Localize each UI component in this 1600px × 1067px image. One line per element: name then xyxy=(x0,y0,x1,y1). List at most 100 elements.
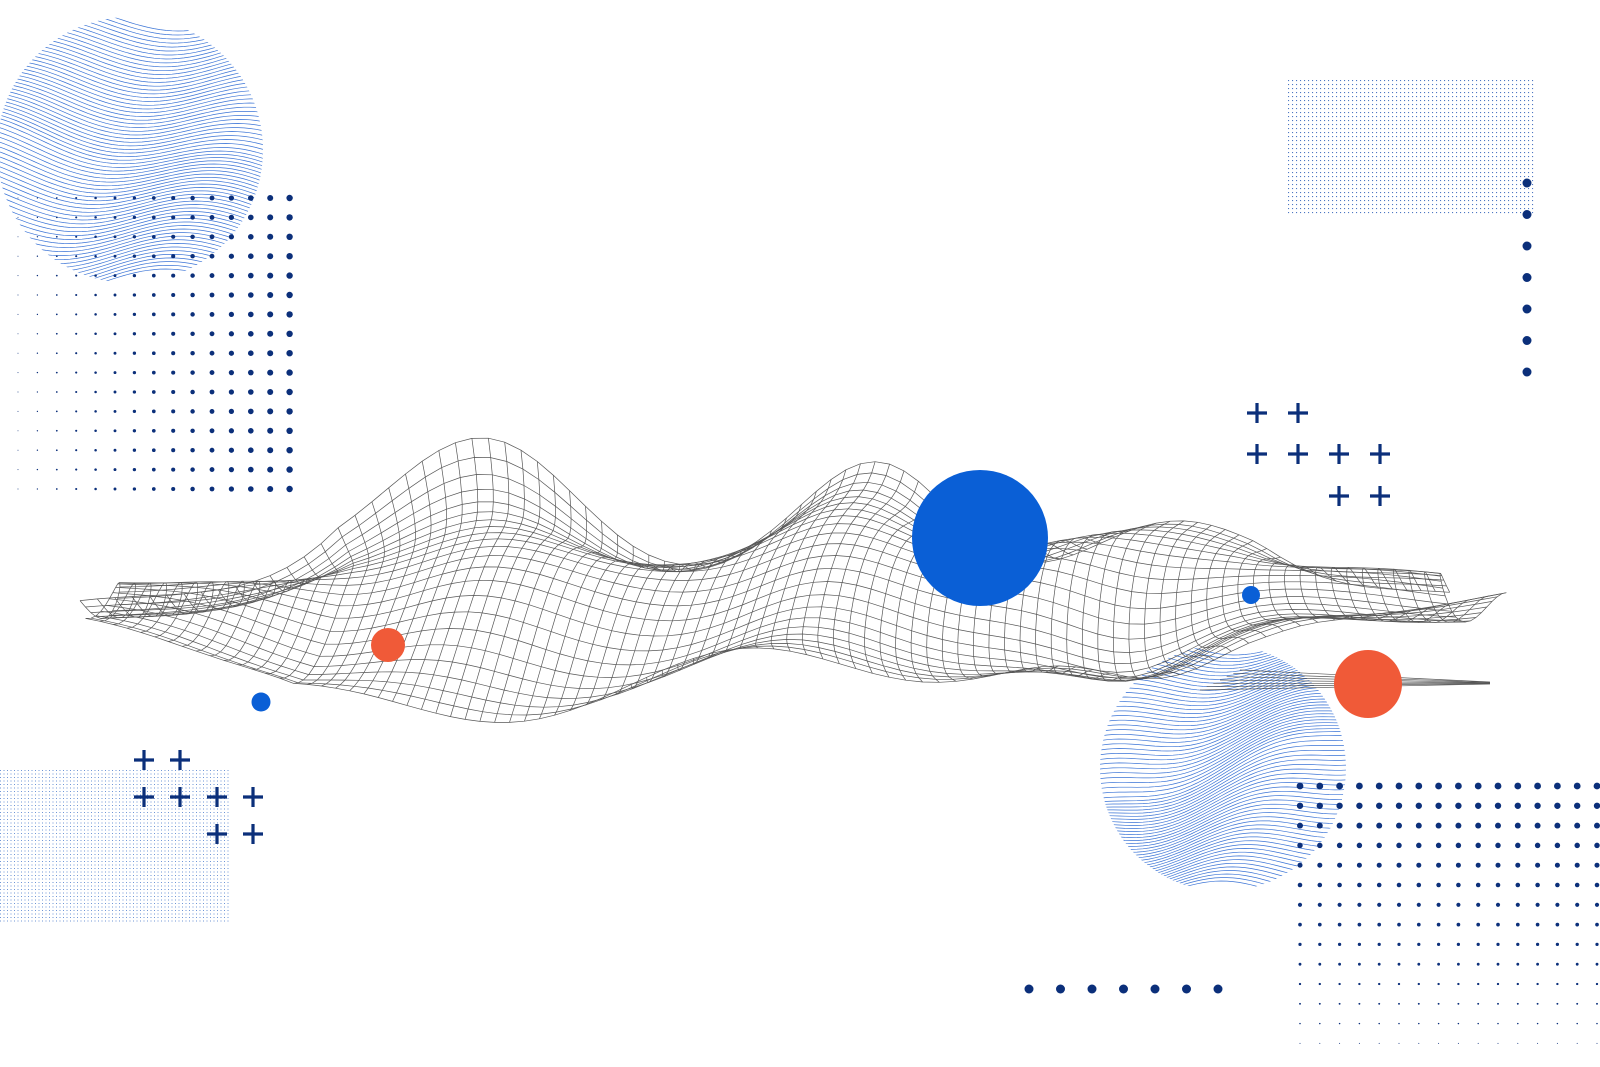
dot-icon xyxy=(1515,882,1521,888)
mesh-line xyxy=(140,581,183,633)
dot-icon xyxy=(228,389,235,395)
dot-icon xyxy=(75,216,78,219)
dot-icon xyxy=(94,274,97,277)
dot-icon xyxy=(17,449,19,451)
mesh-line xyxy=(770,469,847,650)
wave-line xyxy=(0,124,263,168)
dot-icon xyxy=(1319,1042,1321,1044)
wave-line xyxy=(0,17,263,36)
dot-icon xyxy=(267,330,274,337)
dot-icon xyxy=(247,486,254,492)
mesh-line xyxy=(1144,520,1185,676)
dot-icon xyxy=(228,292,235,298)
dot-icon xyxy=(94,351,97,355)
mesh-line xyxy=(90,474,1444,613)
dot-icon xyxy=(1455,822,1462,829)
dot-icon xyxy=(171,234,176,239)
dot-icon xyxy=(1593,782,1600,790)
dot-icon xyxy=(1517,1042,1519,1044)
dot-icon xyxy=(1596,1002,1598,1005)
dot-icon xyxy=(1336,782,1343,790)
dot-icon xyxy=(132,273,137,278)
dot-icon xyxy=(286,350,293,357)
mesh-line xyxy=(237,575,292,666)
wave-line xyxy=(1100,722,1346,785)
dot-icon xyxy=(228,447,235,453)
dot-icon xyxy=(55,313,58,316)
dot-icon xyxy=(286,330,293,337)
dot-icon xyxy=(1396,842,1402,849)
dot-icon xyxy=(1415,802,1422,809)
dot-icon xyxy=(75,410,78,413)
wave-line xyxy=(1100,749,1346,811)
dot-icon xyxy=(1575,922,1580,927)
dot-icon xyxy=(1182,984,1191,994)
dot-icon xyxy=(94,216,97,219)
wave-line xyxy=(0,75,263,117)
dot-icon xyxy=(1398,1022,1400,1025)
dot-icon xyxy=(1556,962,1559,966)
dot-icon xyxy=(247,389,254,395)
dot-icon xyxy=(17,275,19,277)
dot-icon xyxy=(1417,962,1421,966)
dot-icon xyxy=(1337,882,1342,888)
mesh-line xyxy=(321,501,385,687)
dot-icon xyxy=(113,274,117,278)
dot-icon xyxy=(36,371,39,374)
dot-icon xyxy=(17,236,19,238)
dot-icon xyxy=(1516,942,1520,947)
mesh-line xyxy=(646,557,727,683)
dot-icon xyxy=(1417,982,1420,986)
dot-icon xyxy=(132,332,137,336)
mesh-line xyxy=(223,580,276,661)
dot-icon xyxy=(190,389,195,395)
dot-icon xyxy=(1455,842,1462,849)
dot-icon xyxy=(55,216,58,219)
dot-icon xyxy=(171,312,176,317)
mesh-line xyxy=(1424,571,1490,623)
dot-icon xyxy=(1438,1042,1440,1044)
dot-icon xyxy=(55,488,58,490)
dot-icon xyxy=(1056,984,1065,994)
dot-icon xyxy=(94,254,97,258)
dot-icon xyxy=(17,430,19,432)
wave-line xyxy=(0,225,263,248)
dot-icon xyxy=(113,487,117,491)
dot-icon xyxy=(1575,902,1580,907)
mesh-line xyxy=(421,438,494,710)
dot-icon xyxy=(55,294,58,296)
wave-line xyxy=(1100,739,1346,806)
dot-icon xyxy=(1555,942,1560,947)
dot-icon xyxy=(1456,902,1461,907)
mesh-line xyxy=(554,546,634,716)
dot-icon xyxy=(17,469,19,471)
dot-icon xyxy=(1595,962,1599,966)
wave-line xyxy=(1100,704,1346,756)
dot-icon xyxy=(75,468,78,471)
mesh-line xyxy=(154,581,199,638)
mesh-line xyxy=(584,561,665,706)
dot-icon xyxy=(171,389,176,395)
dot-icon xyxy=(151,370,156,375)
mesh-line xyxy=(569,555,650,711)
dot-icon xyxy=(132,467,137,472)
wave-line xyxy=(0,268,263,283)
wave-line xyxy=(1100,744,1346,809)
dot-icon xyxy=(151,351,156,356)
mesh-line xyxy=(832,470,905,664)
dot-icon xyxy=(1496,922,1500,927)
dot-icon xyxy=(1535,902,1540,907)
mesh-line xyxy=(392,442,463,702)
dot-icon xyxy=(132,487,137,491)
dot-icon xyxy=(267,388,274,396)
mesh-line xyxy=(739,491,817,649)
dot-icon xyxy=(1522,367,1532,377)
dot-icon xyxy=(151,409,156,414)
wave-line xyxy=(0,218,263,240)
dot-icon xyxy=(17,410,19,412)
dot-icon xyxy=(1396,882,1402,888)
dot-icon xyxy=(17,372,19,374)
dot-icon xyxy=(1297,902,1303,907)
wave-line xyxy=(1100,707,1346,761)
dot-icon xyxy=(36,410,39,413)
